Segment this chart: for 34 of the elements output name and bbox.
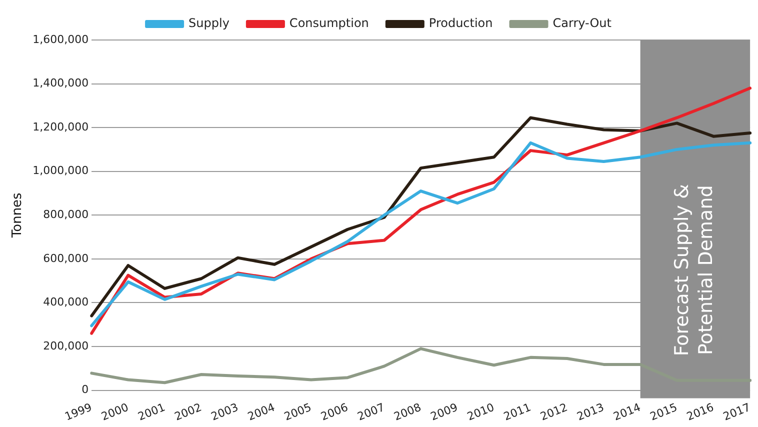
legend-label: Production <box>428 16 493 30</box>
x-tick-label: 2009 <box>428 400 460 424</box>
y-tick-label: 400,000 <box>43 296 89 309</box>
x-tick-label: 2010 <box>465 400 496 424</box>
y-tick-label: 200,000 <box>43 339 89 352</box>
x-tick-label: 2004 <box>246 400 277 424</box>
x-tick-label: 2015 <box>648 400 680 424</box>
legend-label: Carry-Out <box>552 16 612 30</box>
x-tick-label: 2000 <box>100 400 130 424</box>
x-tick-label: 2014 <box>612 400 643 424</box>
x-tick-label: 2013 <box>575 400 606 424</box>
x-tick-label: 2017 <box>721 400 752 424</box>
y-tick-label: 1,200,000 <box>32 120 89 134</box>
y-tick-label: 1,000,000 <box>32 164 89 178</box>
y-tick-label: 1,600,000 <box>32 32 89 46</box>
x-tick-label: 2012 <box>538 400 570 424</box>
x-tick-label: 2001 <box>136 400 167 424</box>
x-tick-label: 2007 <box>356 400 386 424</box>
y-tick-label: 800,000 <box>43 208 89 221</box>
y-tick-label: 1,400,000 <box>32 76 89 90</box>
y-tick-label: 0 <box>82 383 89 396</box>
legend-label: Supply <box>188 16 230 30</box>
x-tick-label: 2006 <box>319 400 350 424</box>
x-tick-label: 2008 <box>392 400 424 424</box>
x-tick-label: 2003 <box>209 400 240 424</box>
y-axis-title: Tonnes <box>10 192 26 239</box>
x-tick-label: 2002 <box>172 400 204 424</box>
y-tick-label: 600,000 <box>43 252 89 265</box>
x-tick-label: 1999 <box>62 400 94 424</box>
x-tick-label: 2016 <box>684 400 716 424</box>
x-tick-label: 2011 <box>502 400 533 424</box>
band-label: Forecast Supply & Potential Demand <box>671 184 718 356</box>
legend-label: Consumption <box>289 16 369 30</box>
x-tick-label: 2005 <box>282 400 314 424</box>
